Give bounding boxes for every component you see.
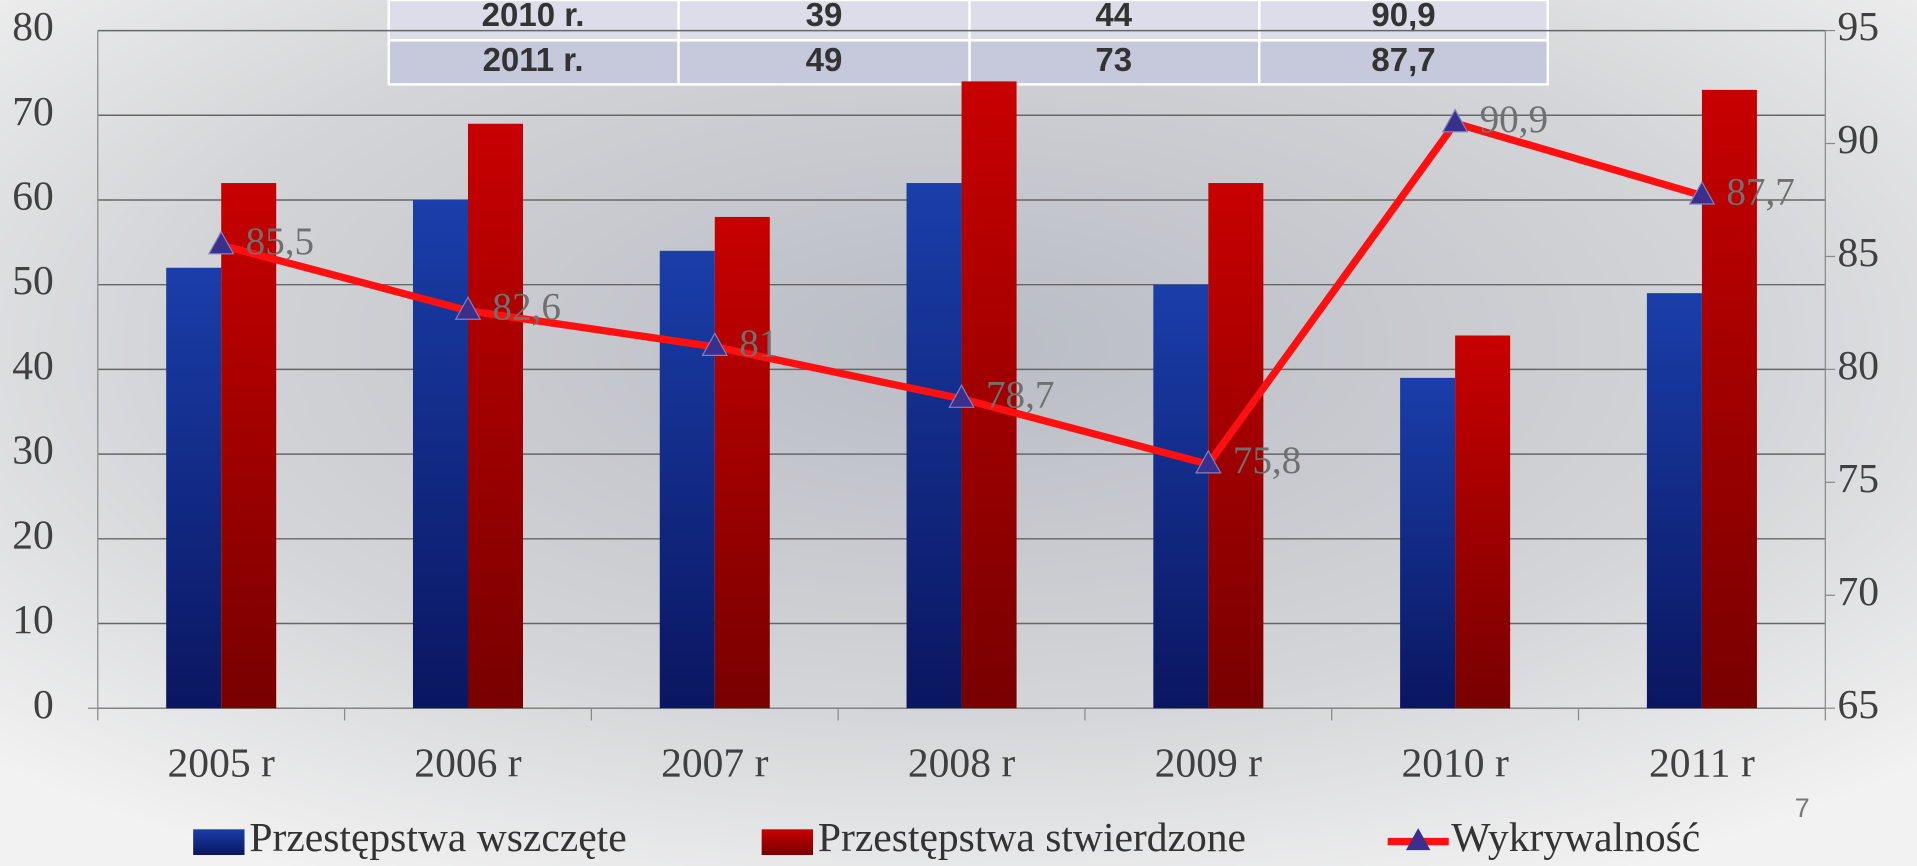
y2-tick-label: 75 [1838,455,1880,501]
x-tick-label: 2010 r [1401,739,1508,785]
table-cell: 90,9 [1371,0,1435,33]
page-number: 7 [1795,793,1810,823]
y-tick-label: 10 [12,596,54,642]
bar [1701,89,1757,709]
data-label: 78,7 [986,374,1054,417]
table-cell: 2011 r. [483,41,584,78]
data-label: 81 [739,322,778,365]
line-marker [948,384,975,408]
line-marker [1195,449,1222,474]
data-label: 75,8 [1233,439,1301,482]
bar [906,183,962,709]
bar [1400,377,1456,709]
legend-marker [1405,828,1431,851]
x-tick-label: 2011 r [1649,739,1755,785]
y-tick-label: 40 [12,342,54,388]
table-cell: 49 [806,41,843,78]
y-tick-label: 80 [12,3,54,49]
line-marker [1441,108,1469,133]
data-label: 82,6 [492,286,560,329]
bar [467,123,524,709]
legend-label: Wykrywalność [1451,814,1700,860]
y-tick-label: 60 [12,173,54,219]
y-tick-label: 50 [12,257,54,303]
y2-tick-label: 95 [1838,3,1880,49]
data-label: 87,7 [1726,170,1794,213]
y2-tick-label: 80 [1838,342,1880,388]
y2-tick-label: 70 [1838,568,1880,614]
data-label: 85,5 [246,220,314,263]
y2-tick-label: 85 [1838,229,1880,275]
y-tick-label: 20 [12,511,54,557]
y-tick-label: 30 [12,427,54,473]
legend-label: Przestępstwa stwierdzone [818,814,1246,860]
table-cell: 73 [1095,41,1132,78]
line-marker [207,230,235,255]
bar [714,216,770,709]
x-tick-label: 2008 r [908,739,1015,785]
x-tick-label: 2007 r [661,739,768,785]
y2-tick-label: 90 [1838,116,1880,162]
bar [1455,335,1511,709]
bar [412,199,468,709]
bar [166,267,222,709]
line-marker [454,295,482,320]
x-tick-label: 2009 r [1155,739,1262,785]
data-label: 90,9 [1480,98,1548,141]
x-tick-label: 2005 r [168,739,275,785]
line-marker [1688,180,1716,205]
table-cell: 44 [1095,0,1132,33]
line-marker [701,332,729,356]
bar [1153,284,1209,709]
bar [659,250,715,709]
legend-label: Przestępstwa wszczęte [249,814,626,860]
table-cell: 2010 r. [482,0,585,33]
table-cell: 39 [806,0,843,33]
bar [961,81,1017,709]
x-tick-label: 2006 r [414,739,521,785]
y2-tick-label: 65 [1838,681,1880,727]
bar [1646,293,1702,709]
y-tick-label: 70 [12,88,54,134]
y-tick-label: 0 [33,681,54,727]
bar [221,183,277,709]
legend-swatch [761,829,814,855]
table-cell: 87,7 [1371,41,1435,78]
legend-swatch [193,829,245,855]
